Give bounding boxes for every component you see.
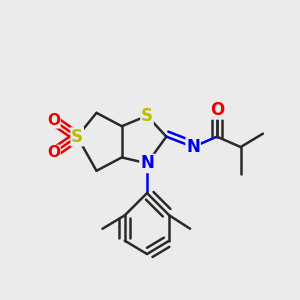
Text: O: O xyxy=(47,146,60,160)
Text: N: N xyxy=(186,138,200,156)
Text: N: N xyxy=(140,154,154,172)
Text: O: O xyxy=(47,113,60,128)
Text: O: O xyxy=(210,101,224,119)
Text: S: S xyxy=(141,107,153,125)
Text: S: S xyxy=(71,128,83,146)
